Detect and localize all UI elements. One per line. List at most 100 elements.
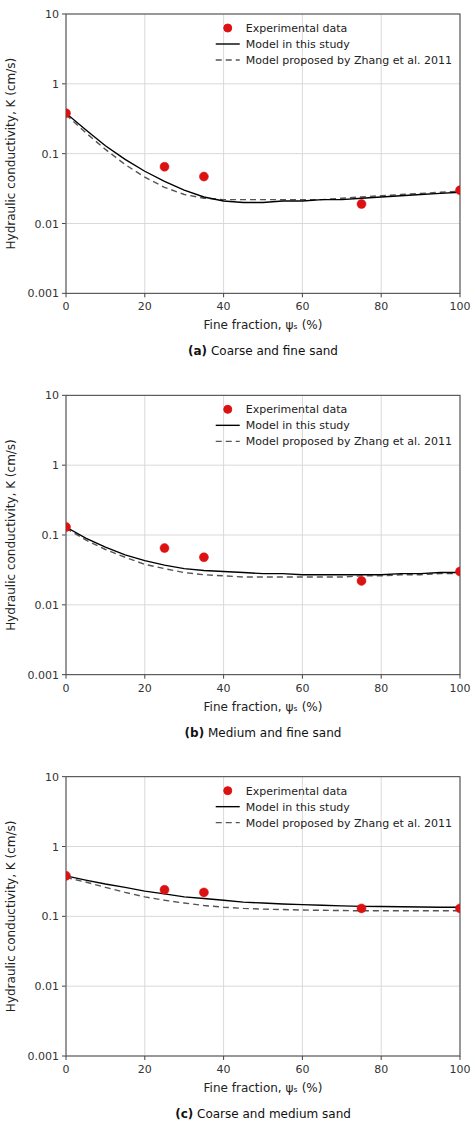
panel-caption: (c) Coarse and medium sand	[175, 1107, 351, 1121]
data-point	[456, 567, 461, 576]
data-line	[66, 115, 460, 200]
grid-line	[66, 986, 460, 987]
tick-label: 1	[52, 459, 59, 472]
data-line	[66, 527, 460, 575]
legend-label: Model proposed by Zhang et al. 2011	[246, 817, 452, 830]
tick	[144, 293, 145, 297]
grid-line	[223, 395, 224, 674]
tick-label: 0.1	[42, 910, 60, 923]
tick	[66, 293, 67, 297]
legend-label: Model in this study	[246, 38, 351, 51]
tick	[381, 675, 382, 679]
grid-line	[144, 395, 145, 674]
tick	[62, 83, 66, 84]
legend-swatch	[216, 822, 240, 823]
tick-label: 10	[45, 389, 59, 402]
grid-line	[66, 465, 460, 466]
data-point	[160, 885, 169, 894]
grid-line	[223, 14, 224, 293]
grid-line	[66, 846, 460, 847]
x-axis-label: Fine fraction, ψₛ (%)	[204, 1081, 323, 1095]
legend-swatch	[224, 405, 232, 413]
tick-label: 0.001	[28, 287, 60, 300]
legend: Experimental data Model in this study Mode…	[216, 785, 452, 830]
tick-label: 80	[374, 300, 388, 313]
tick	[223, 293, 224, 297]
data-line	[66, 113, 460, 202]
tick	[223, 675, 224, 679]
data-point	[456, 186, 461, 195]
tick	[66, 1056, 67, 1060]
figure: 0.0010.010.1110020406080100Experimental …	[0, 0, 474, 1144]
tick-label: 0	[63, 682, 70, 695]
legend-label: Experimental data	[246, 22, 348, 35]
legend-label: Model in this study	[246, 801, 351, 814]
tick	[62, 776, 66, 777]
tick-label: 20	[138, 682, 152, 695]
tick	[62, 293, 66, 294]
tick-label: 0	[63, 1063, 70, 1076]
tick-label: 80	[374, 682, 388, 695]
data-area	[66, 871, 460, 913]
tick	[302, 293, 303, 297]
y-axis-label: Hydraulic conductivity, K (cm/s)	[4, 821, 18, 1013]
tick-label: 60	[295, 300, 309, 313]
tick	[62, 916, 66, 917]
tick	[144, 675, 145, 679]
tick-label: 0.1	[42, 148, 60, 161]
tick-label: 10	[45, 771, 59, 784]
panel-caption: (b) Medium and fine sand	[185, 726, 342, 740]
data-point	[456, 904, 461, 913]
legend-label: Experimental data	[246, 785, 348, 798]
tick-label: 100	[450, 300, 471, 313]
data-point	[199, 172, 208, 181]
tick	[62, 1056, 66, 1057]
legend-swatch	[224, 24, 232, 32]
data-point	[357, 200, 366, 209]
data-point	[357, 904, 366, 913]
tick-label: 100	[450, 1063, 471, 1076]
tick-label: 60	[295, 682, 309, 695]
tick-label: 0.01	[35, 980, 60, 993]
legend-swatch	[216, 425, 240, 426]
tick-label: 0.1	[42, 529, 60, 542]
data-point	[357, 576, 366, 585]
grid-line	[66, 153, 460, 154]
grid-line	[144, 14, 145, 293]
legend-swatch	[216, 59, 240, 60]
tick	[62, 846, 66, 847]
grid-line	[144, 777, 145, 1056]
legend-label: Experimental data	[246, 403, 348, 416]
x-axis-label: Fine fraction, ψₛ (%)	[204, 700, 323, 714]
tick	[302, 675, 303, 679]
tick-label: 40	[217, 682, 231, 695]
data-point	[160, 162, 169, 171]
data-line	[66, 528, 460, 577]
tick	[62, 395, 66, 396]
tick-label: 20	[138, 300, 152, 313]
grid-line	[66, 535, 460, 536]
tick	[62, 674, 66, 675]
data-line	[66, 877, 460, 910]
tick	[381, 293, 382, 297]
tick	[460, 675, 461, 679]
legend-label: Model proposed by Zhang et al. 2011	[246, 435, 452, 448]
tick	[381, 1056, 382, 1060]
legend-swatch	[224, 787, 232, 795]
legend-label: Model in this study	[246, 419, 351, 432]
data-area	[66, 523, 460, 586]
tick	[62, 465, 66, 466]
tick-label: 1	[52, 841, 59, 854]
tick	[144, 1056, 145, 1060]
tick	[66, 675, 67, 679]
tick-label: 40	[217, 1063, 231, 1076]
tick	[460, 293, 461, 297]
legend: Experimental data Model in this study Mode…	[216, 403, 452, 448]
tick-label: 0	[63, 300, 70, 313]
panel: 0.0010.010.1110020406080100Experimental …	[4, 771, 471, 1121]
grid-line	[66, 223, 460, 224]
grid-line	[66, 83, 460, 84]
tick-label: 0.01	[35, 218, 60, 231]
plot-frame	[66, 395, 460, 674]
tick-label: 10	[45, 8, 59, 21]
